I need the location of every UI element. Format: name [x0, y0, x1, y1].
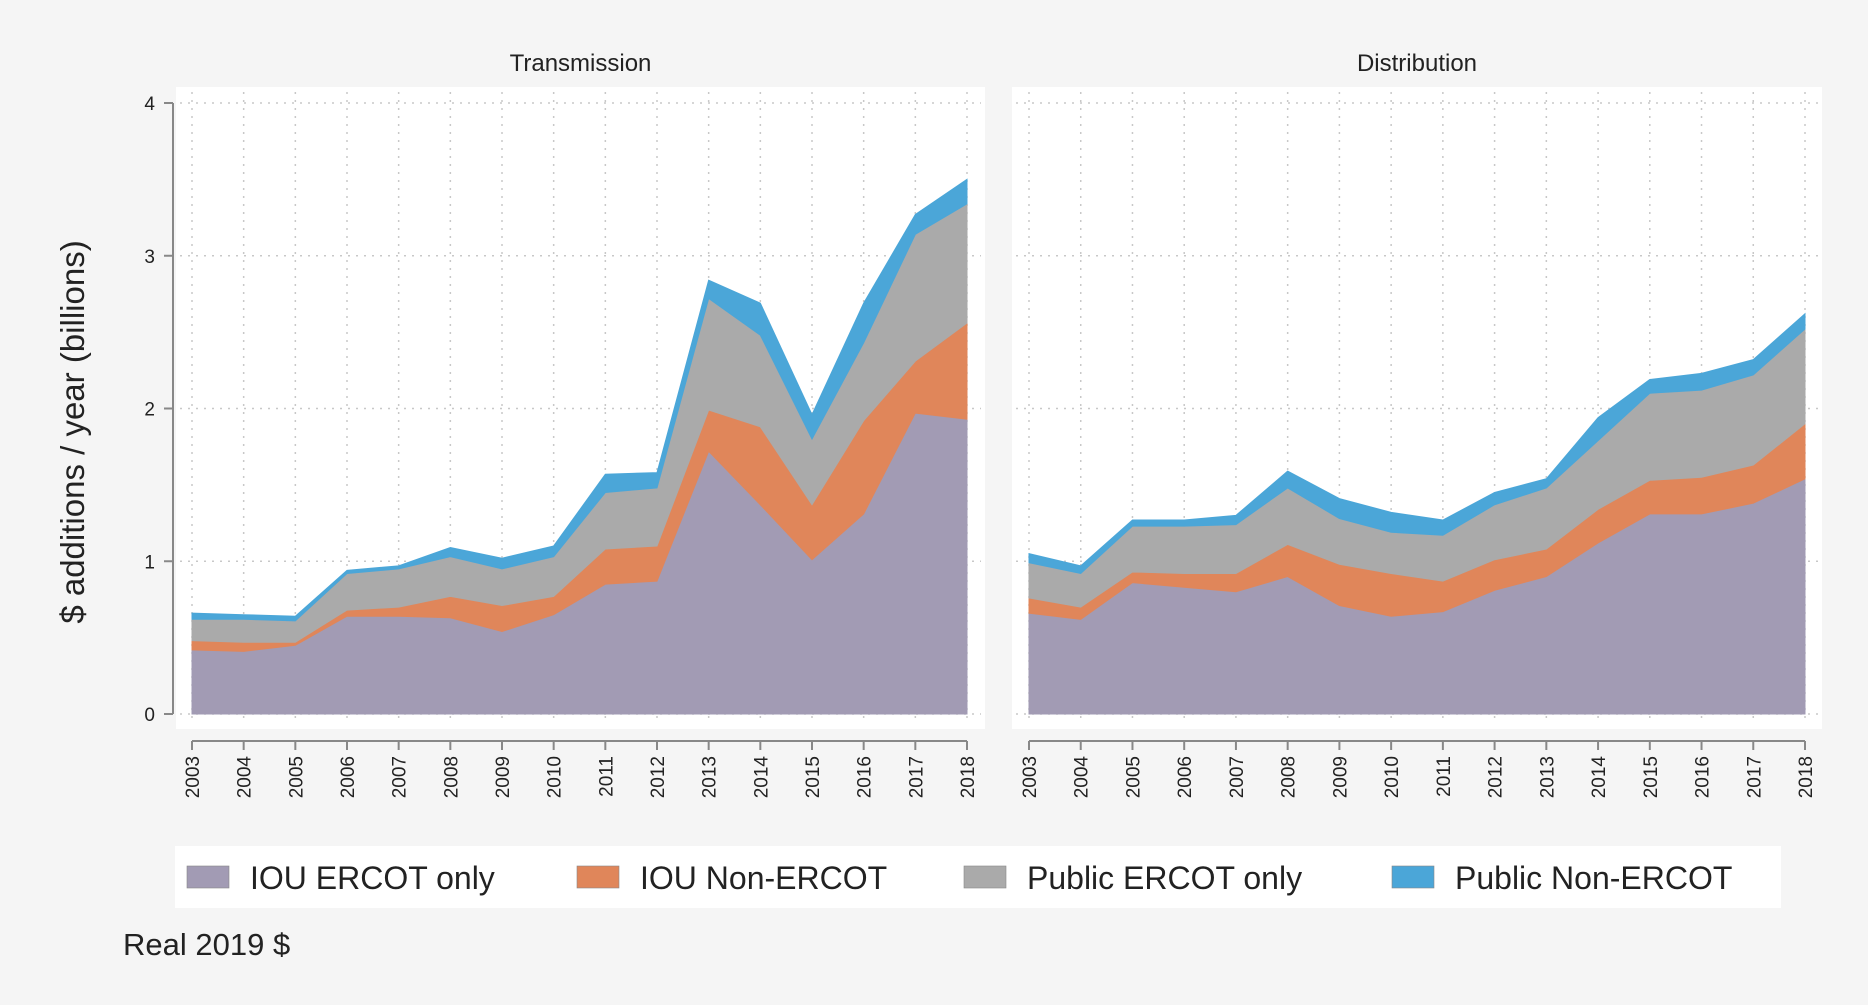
x-tick-label: 2005 [1123, 756, 1144, 798]
x-tick-label: 2017 [906, 756, 927, 798]
x-tick-label: 2008 [441, 756, 462, 798]
panel-transmission: Transmission 2003 2004 2005 2006 2007 2008 2009… [144, 50, 985, 798]
legend-label: IOU Non-ERCOT [640, 860, 887, 896]
x-tick-label: 2006 [1175, 756, 1196, 798]
x-tick-label: 2005 [286, 756, 307, 798]
y-tick-label: 3 [144, 247, 155, 268]
x-tick-label: 2015 [803, 756, 824, 798]
legend-swatch [963, 865, 1007, 889]
x-tick-label: 2018 [1796, 756, 1817, 798]
panel-distribution: Distribution 2003 2004 2005 2006 2007 2008 2009… [1012, 50, 1822, 798]
x-tick-label: 2004 [235, 756, 256, 799]
x-tick-label: 2007 [1227, 756, 1248, 798]
panel-title: Distribution [1357, 50, 1477, 77]
y-tick-label: 2 [144, 400, 155, 421]
x-tick-label: 2011 [1434, 756, 1455, 797]
legend-label: Public ERCOT only [1027, 860, 1302, 896]
x-tick-label: 2004 [1072, 756, 1093, 799]
x-tick-label: 2009 [1330, 756, 1351, 798]
x-tick-label: 2003 [1020, 756, 1041, 798]
panel-title: Transmission [510, 50, 652, 77]
x-tick-label: 2010 [545, 756, 566, 798]
x-tick-label: 2015 [1641, 756, 1662, 798]
x-tick-label: 2018 [958, 756, 979, 798]
y-tick-label: 1 [144, 552, 155, 573]
y-tick-label: 4 [144, 94, 155, 115]
x-tick-label: 2014 [1589, 756, 1610, 799]
x-tick-label: 2010 [1382, 756, 1403, 798]
x-tick-label: 2007 [390, 756, 411, 798]
y-axis-label: $ additions / year (billions) [54, 240, 91, 623]
y-tick-label: 0 [144, 705, 155, 726]
legend-item: Public ERCOT only [963, 860, 1302, 896]
x-tick-label: 2011 [596, 756, 617, 797]
area-public-non-ercot [1028, 312, 1806, 575]
note-text: Real 2019 $ [123, 927, 290, 962]
legend-item: IOU ERCOT only [186, 860, 495, 896]
x-tick-label: 2003 [183, 756, 204, 798]
legend-swatch [186, 865, 230, 889]
legend-item: IOU Non-ERCOT [576, 860, 887, 896]
x-tick-label: 2006 [338, 756, 359, 798]
x-tick-label: 2008 [1279, 756, 1300, 798]
x-tick-label: 2013 [1537, 756, 1558, 798]
x-tick-label: 2009 [493, 756, 514, 798]
x-tick-label: 2012 [648, 756, 669, 798]
x-tick-label: 2014 [751, 756, 772, 799]
x-tick-label: 2013 [700, 756, 721, 798]
x-tick-label: 2016 [1693, 756, 1714, 798]
legend-label: IOU ERCOT only [250, 860, 495, 896]
legend-item: Public Non-ERCOT [1391, 860, 1732, 896]
legend-label: Public Non-ERCOT [1455, 860, 1732, 896]
legend-swatch [1391, 865, 1435, 889]
legend: IOU ERCOT only IOU Non-ERCOT Public ERCOT … [175, 846, 1781, 908]
legend-swatch [576, 865, 620, 889]
x-tick-label: 2016 [855, 756, 876, 798]
x-tick-label: 2012 [1486, 756, 1507, 798]
area-public-non-ercot [191, 178, 968, 622]
x-tick-label: 2017 [1744, 756, 1765, 798]
